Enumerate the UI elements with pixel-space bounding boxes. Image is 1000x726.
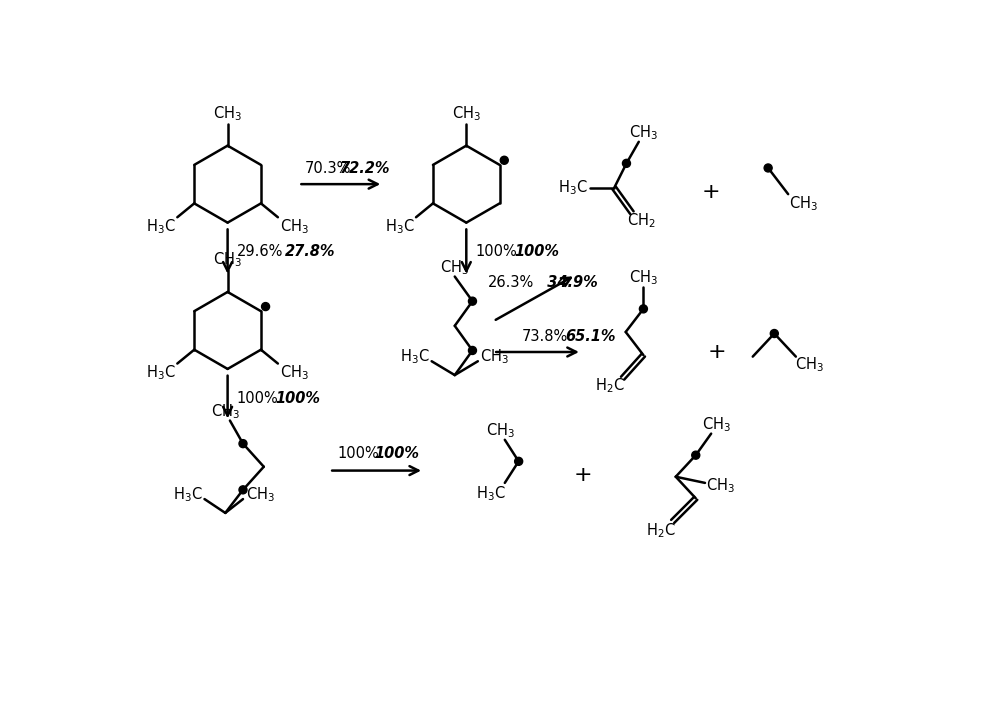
Text: 26.3%: 26.3% (488, 275, 534, 290)
Text: CH$_3$: CH$_3$ (795, 355, 824, 374)
Text: CH$_2$: CH$_2$ (627, 211, 656, 229)
Text: 34.9%: 34.9% (537, 275, 598, 290)
Text: CH$_3$: CH$_3$ (440, 258, 469, 277)
Text: +: + (707, 342, 726, 362)
Text: 100%: 100% (476, 245, 517, 259)
Circle shape (692, 451, 700, 459)
Circle shape (500, 156, 508, 164)
Text: 100%: 100% (338, 446, 379, 461)
Text: CH$_3$: CH$_3$ (452, 104, 481, 123)
Text: H$_3$C: H$_3$C (476, 484, 506, 503)
Text: CH$_3$: CH$_3$ (480, 347, 509, 366)
Text: CH$_3$: CH$_3$ (211, 402, 240, 420)
Circle shape (770, 330, 778, 338)
Text: 100%: 100% (237, 391, 279, 406)
Circle shape (239, 486, 247, 494)
Text: H$_2$C: H$_2$C (595, 377, 625, 395)
Text: CH$_3$: CH$_3$ (629, 123, 658, 142)
Text: CH$_3$: CH$_3$ (789, 194, 818, 213)
Circle shape (622, 159, 630, 168)
Text: H$_3$C: H$_3$C (385, 217, 415, 236)
Text: 100%: 100% (514, 245, 559, 259)
Text: CH$_3$: CH$_3$ (629, 269, 658, 287)
Text: 70.3%: 70.3% (305, 161, 351, 176)
Text: 100%: 100% (374, 446, 420, 461)
Text: CH$_3$: CH$_3$ (213, 250, 242, 269)
Text: CH$_3$: CH$_3$ (706, 477, 735, 495)
Text: H$_2$C: H$_2$C (646, 521, 675, 540)
Text: CH$_3$: CH$_3$ (280, 364, 309, 382)
Text: 72.2%: 72.2% (339, 161, 390, 176)
Text: CH$_3$: CH$_3$ (213, 104, 242, 123)
Text: 27.8%: 27.8% (285, 245, 336, 259)
Text: 73.8%: 73.8% (522, 329, 568, 344)
Circle shape (764, 164, 772, 172)
Text: CH$_3$: CH$_3$ (486, 421, 515, 440)
Text: 100%: 100% (275, 391, 320, 406)
Text: H$_3$C: H$_3$C (400, 347, 430, 366)
Circle shape (515, 457, 523, 465)
Text: 65.1%: 65.1% (565, 329, 615, 344)
Text: CH$_3$: CH$_3$ (280, 217, 309, 236)
Text: CH$_3$: CH$_3$ (702, 415, 731, 433)
Text: +: + (574, 465, 593, 485)
Circle shape (262, 303, 270, 311)
Circle shape (468, 346, 476, 354)
Text: H$_3$C: H$_3$C (558, 179, 587, 197)
Circle shape (639, 305, 647, 313)
Circle shape (239, 440, 247, 448)
Circle shape (468, 297, 476, 305)
Text: +: + (702, 182, 720, 202)
Text: H$_3$C: H$_3$C (146, 364, 176, 382)
Text: CH$_3$: CH$_3$ (246, 485, 275, 504)
Text: 29.6%: 29.6% (237, 245, 283, 259)
Text: H$_3$C: H$_3$C (146, 217, 176, 236)
Text: H$_3$C: H$_3$C (173, 485, 202, 504)
